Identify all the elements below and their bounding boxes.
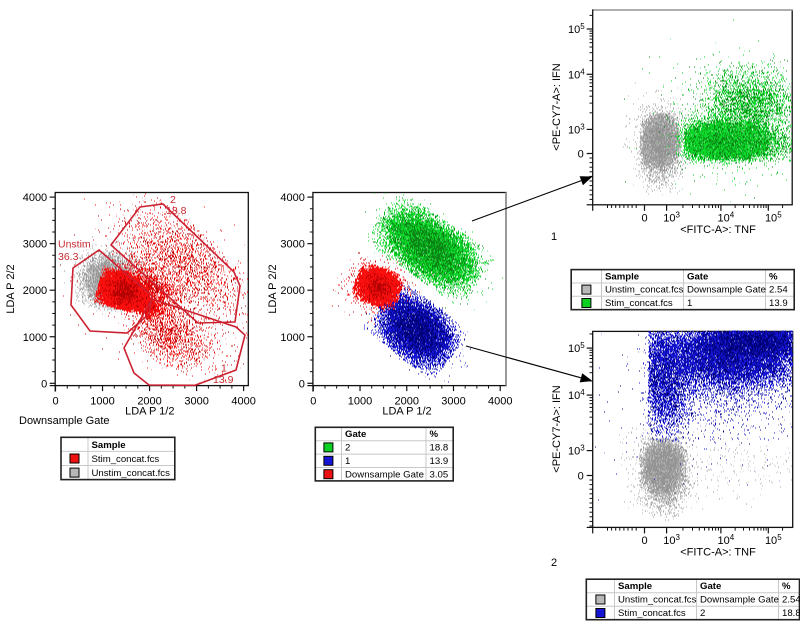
- svg-text:2000: 2000: [23, 285, 47, 297]
- svg-text:2000: 2000: [137, 396, 161, 408]
- svg-text:<FITC-A>: TNF: <FITC-A>: TNF: [680, 224, 756, 236]
- svg-text:LDA P 2/2: LDA P 2/2: [267, 264, 279, 313]
- svg-text:2: 2: [551, 557, 557, 569]
- svg-text:0: 0: [578, 149, 584, 161]
- svg-text:1: 1: [345, 456, 350, 467]
- svg-text:13.9: 13.9: [769, 298, 788, 309]
- svg-text:4000: 4000: [23, 192, 47, 204]
- svg-text:3.05: 3.05: [430, 469, 449, 480]
- svg-text:2: 2: [700, 608, 705, 619]
- svg-text:13.9: 13.9: [213, 374, 234, 386]
- svg-text:2000: 2000: [280, 285, 304, 297]
- svg-text:1: 1: [687, 298, 692, 309]
- svg-text:Unstim_concat.fcs: Unstim_concat.fcs: [605, 285, 684, 296]
- svg-text:1: 1: [551, 231, 557, 243]
- svg-text:Sample: Sample: [605, 271, 639, 282]
- svg-text:0: 0: [310, 396, 316, 408]
- svg-text:Gate: Gate: [700, 581, 721, 592]
- svg-text:<FITC-A>: TNF: <FITC-A>: TNF: [680, 547, 756, 559]
- svg-text:Downsample Gate: Downsample Gate: [700, 595, 779, 606]
- svg-text:%: %: [430, 429, 439, 440]
- svg-text:Unstim_concat.fcs: Unstim_concat.fcs: [92, 468, 171, 479]
- svg-text:4000: 4000: [488, 396, 512, 408]
- svg-text:0: 0: [578, 471, 584, 483]
- svg-text:1000: 1000: [23, 332, 47, 344]
- svg-text:3000: 3000: [280, 239, 304, 251]
- svg-text:0: 0: [41, 378, 47, 390]
- svg-text:18.8: 18.8: [782, 608, 800, 619]
- svg-text:3000: 3000: [23, 239, 47, 251]
- svg-text:18.8: 18.8: [166, 205, 187, 217]
- svg-text:2.54: 2.54: [782, 595, 800, 606]
- svg-text:36.3: 36.3: [58, 251, 79, 263]
- svg-text:%: %: [769, 271, 778, 282]
- svg-text:%: %: [782, 581, 791, 592]
- svg-text:Unstim: Unstim: [58, 239, 91, 251]
- svg-text:3000: 3000: [184, 396, 208, 408]
- svg-text:LDA P 1/2: LDA P 1/2: [125, 406, 174, 418]
- svg-text:Downsample Gate: Downsample Gate: [687, 285, 766, 296]
- svg-text:Unstim_concat.fcs: Unstim_concat.fcs: [618, 595, 697, 606]
- svg-text:Sample: Sample: [618, 581, 652, 592]
- svg-text:0: 0: [641, 535, 647, 547]
- svg-text:4000: 4000: [231, 396, 255, 408]
- svg-text:LDA P 1/2: LDA P 1/2: [382, 406, 431, 418]
- svg-text:2: 2: [170, 194, 176, 206]
- svg-text:Downsample Gate: Downsample Gate: [345, 469, 424, 480]
- svg-text:4000: 4000: [280, 192, 304, 204]
- svg-text:1000: 1000: [90, 396, 114, 408]
- svg-text:1000: 1000: [348, 396, 372, 408]
- svg-text:<PE-CY7-A>: IFN: <PE-CY7-A>: IFN: [551, 63, 563, 150]
- svg-text:Stim_concat.fcs: Stim_concat.fcs: [92, 454, 160, 465]
- svg-text:0: 0: [299, 378, 305, 390]
- svg-text:Gate: Gate: [687, 271, 708, 282]
- svg-text:Downsample Gate: Downsample Gate: [19, 415, 110, 427]
- svg-text:13.9: 13.9: [430, 456, 449, 467]
- svg-text:2000: 2000: [395, 396, 419, 408]
- svg-text:2.54: 2.54: [769, 285, 788, 296]
- svg-text:Stim_concat.fcs: Stim_concat.fcs: [618, 608, 686, 619]
- svg-text:Gate: Gate: [345, 429, 366, 440]
- svg-text:18.8: 18.8: [430, 443, 449, 454]
- svg-text:3000: 3000: [441, 396, 465, 408]
- svg-text:0: 0: [641, 213, 647, 225]
- svg-text:1000: 1000: [280, 332, 304, 344]
- svg-text:0: 0: [52, 396, 58, 408]
- svg-text:2: 2: [345, 443, 350, 454]
- svg-text:LDA P 2/2: LDA P 2/2: [5, 264, 17, 313]
- svg-text:<PE-CY7-A>: IFN: <PE-CY7-A>: IFN: [551, 385, 563, 472]
- svg-text:Sample: Sample: [92, 440, 126, 451]
- svg-text:Stim_concat.fcs: Stim_concat.fcs: [605, 298, 673, 309]
- svg-text:1: 1: [221, 363, 227, 375]
